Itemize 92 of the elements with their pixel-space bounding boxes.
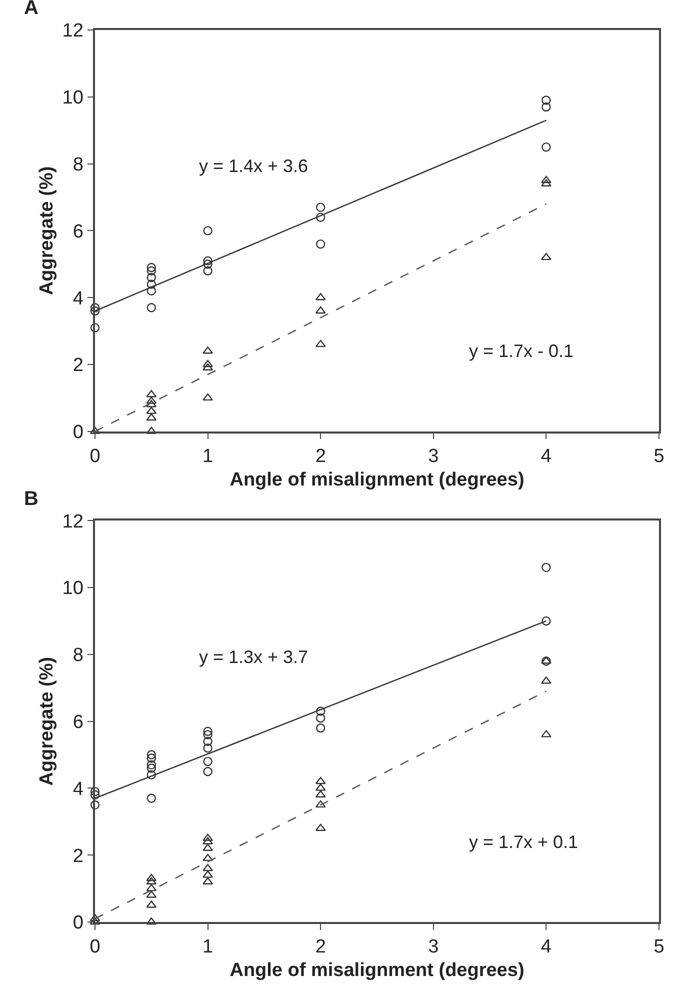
chart-title: B xyxy=(24,488,38,510)
point xyxy=(542,102,551,112)
x-tick-label: 1 xyxy=(202,936,214,958)
point xyxy=(203,736,212,746)
y-axis-title: Aggregate (%) xyxy=(36,656,58,786)
x-tick-label: 5 xyxy=(654,446,664,467)
point xyxy=(540,176,552,184)
x-axis-title: Angle of misalignment (degrees) xyxy=(230,469,524,490)
point xyxy=(542,616,551,626)
x-tick-label: 2 xyxy=(315,446,326,467)
point xyxy=(146,754,156,763)
point xyxy=(202,844,214,852)
point xyxy=(540,252,552,260)
point xyxy=(146,286,156,296)
point xyxy=(203,266,212,276)
point xyxy=(203,726,212,736)
point xyxy=(316,202,326,212)
y-tick-label: 8 xyxy=(72,154,84,176)
point xyxy=(146,262,156,272)
point xyxy=(146,764,156,773)
annotation: y = 1.3x + 3.7 xyxy=(199,647,308,667)
x-tick-label: 1 xyxy=(202,446,214,467)
x-tick-label: 0 xyxy=(90,936,100,958)
x-tick-label: 3 xyxy=(428,936,439,958)
annotation: y = 1.7x + 0.1 xyxy=(469,832,578,852)
point xyxy=(90,306,100,316)
point xyxy=(316,239,326,249)
y-tick-label: 4 xyxy=(72,778,84,800)
point xyxy=(542,142,551,152)
point xyxy=(146,770,156,780)
point xyxy=(203,756,212,766)
point xyxy=(540,656,552,664)
point xyxy=(146,266,156,276)
point xyxy=(316,723,326,733)
point xyxy=(202,864,214,872)
point xyxy=(542,562,551,572)
point xyxy=(203,766,212,776)
point xyxy=(316,706,326,716)
point xyxy=(146,874,157,882)
annotation: y = 1.7x - 0.1 xyxy=(469,341,574,361)
y-tick-label: 12 xyxy=(62,20,84,42)
point xyxy=(90,303,100,312)
y-tick-label: 10 xyxy=(62,578,84,600)
point xyxy=(315,306,326,314)
y-tick-label: 12 xyxy=(62,511,84,532)
y-tick-label: 0 xyxy=(72,422,84,444)
point xyxy=(316,212,326,222)
point xyxy=(146,917,157,925)
x-tick-label: 4 xyxy=(540,446,552,467)
point xyxy=(316,713,326,723)
point xyxy=(315,340,326,348)
x-tick-label: 4 xyxy=(540,936,552,958)
point xyxy=(542,656,551,666)
point xyxy=(203,256,212,266)
x-tick-label: 5 xyxy=(654,936,664,958)
point xyxy=(90,790,100,800)
y-tick-label: 6 xyxy=(72,221,84,242)
y-tick-label: 10 xyxy=(62,88,84,109)
y-tick-label: 2 xyxy=(72,355,84,376)
point xyxy=(146,303,156,312)
point xyxy=(146,280,156,289)
y-tick-label: 0 xyxy=(72,912,84,934)
point xyxy=(202,360,214,368)
point xyxy=(315,776,326,784)
x-axis-title: Angle of misalignment (degrees) xyxy=(230,960,524,981)
x-tick-label: 2 xyxy=(315,936,326,958)
point xyxy=(146,750,156,760)
y-tick-label: 6 xyxy=(72,712,84,733)
y-tick-label: 2 xyxy=(72,846,84,867)
y-tick-label: 8 xyxy=(72,645,84,666)
point xyxy=(146,272,156,282)
point xyxy=(90,323,100,332)
point xyxy=(146,413,157,421)
point xyxy=(90,800,100,810)
point xyxy=(146,884,157,892)
annotation: y = 1.4x + 3.6 xyxy=(199,156,308,176)
point xyxy=(542,96,551,105)
point xyxy=(202,393,214,401)
point xyxy=(90,786,100,796)
point xyxy=(203,260,212,269)
point xyxy=(146,794,156,803)
chart-title: A xyxy=(24,0,38,19)
x-tick-label: 0 xyxy=(90,446,100,467)
y-axis-title: Aggregate (%) xyxy=(36,166,58,296)
point xyxy=(203,730,212,740)
point xyxy=(315,800,326,808)
y-tick-label: 4 xyxy=(72,288,84,310)
point xyxy=(203,226,212,236)
point xyxy=(202,854,214,862)
x-tick-label: 3 xyxy=(428,446,439,467)
point xyxy=(203,743,212,753)
point xyxy=(146,760,156,770)
